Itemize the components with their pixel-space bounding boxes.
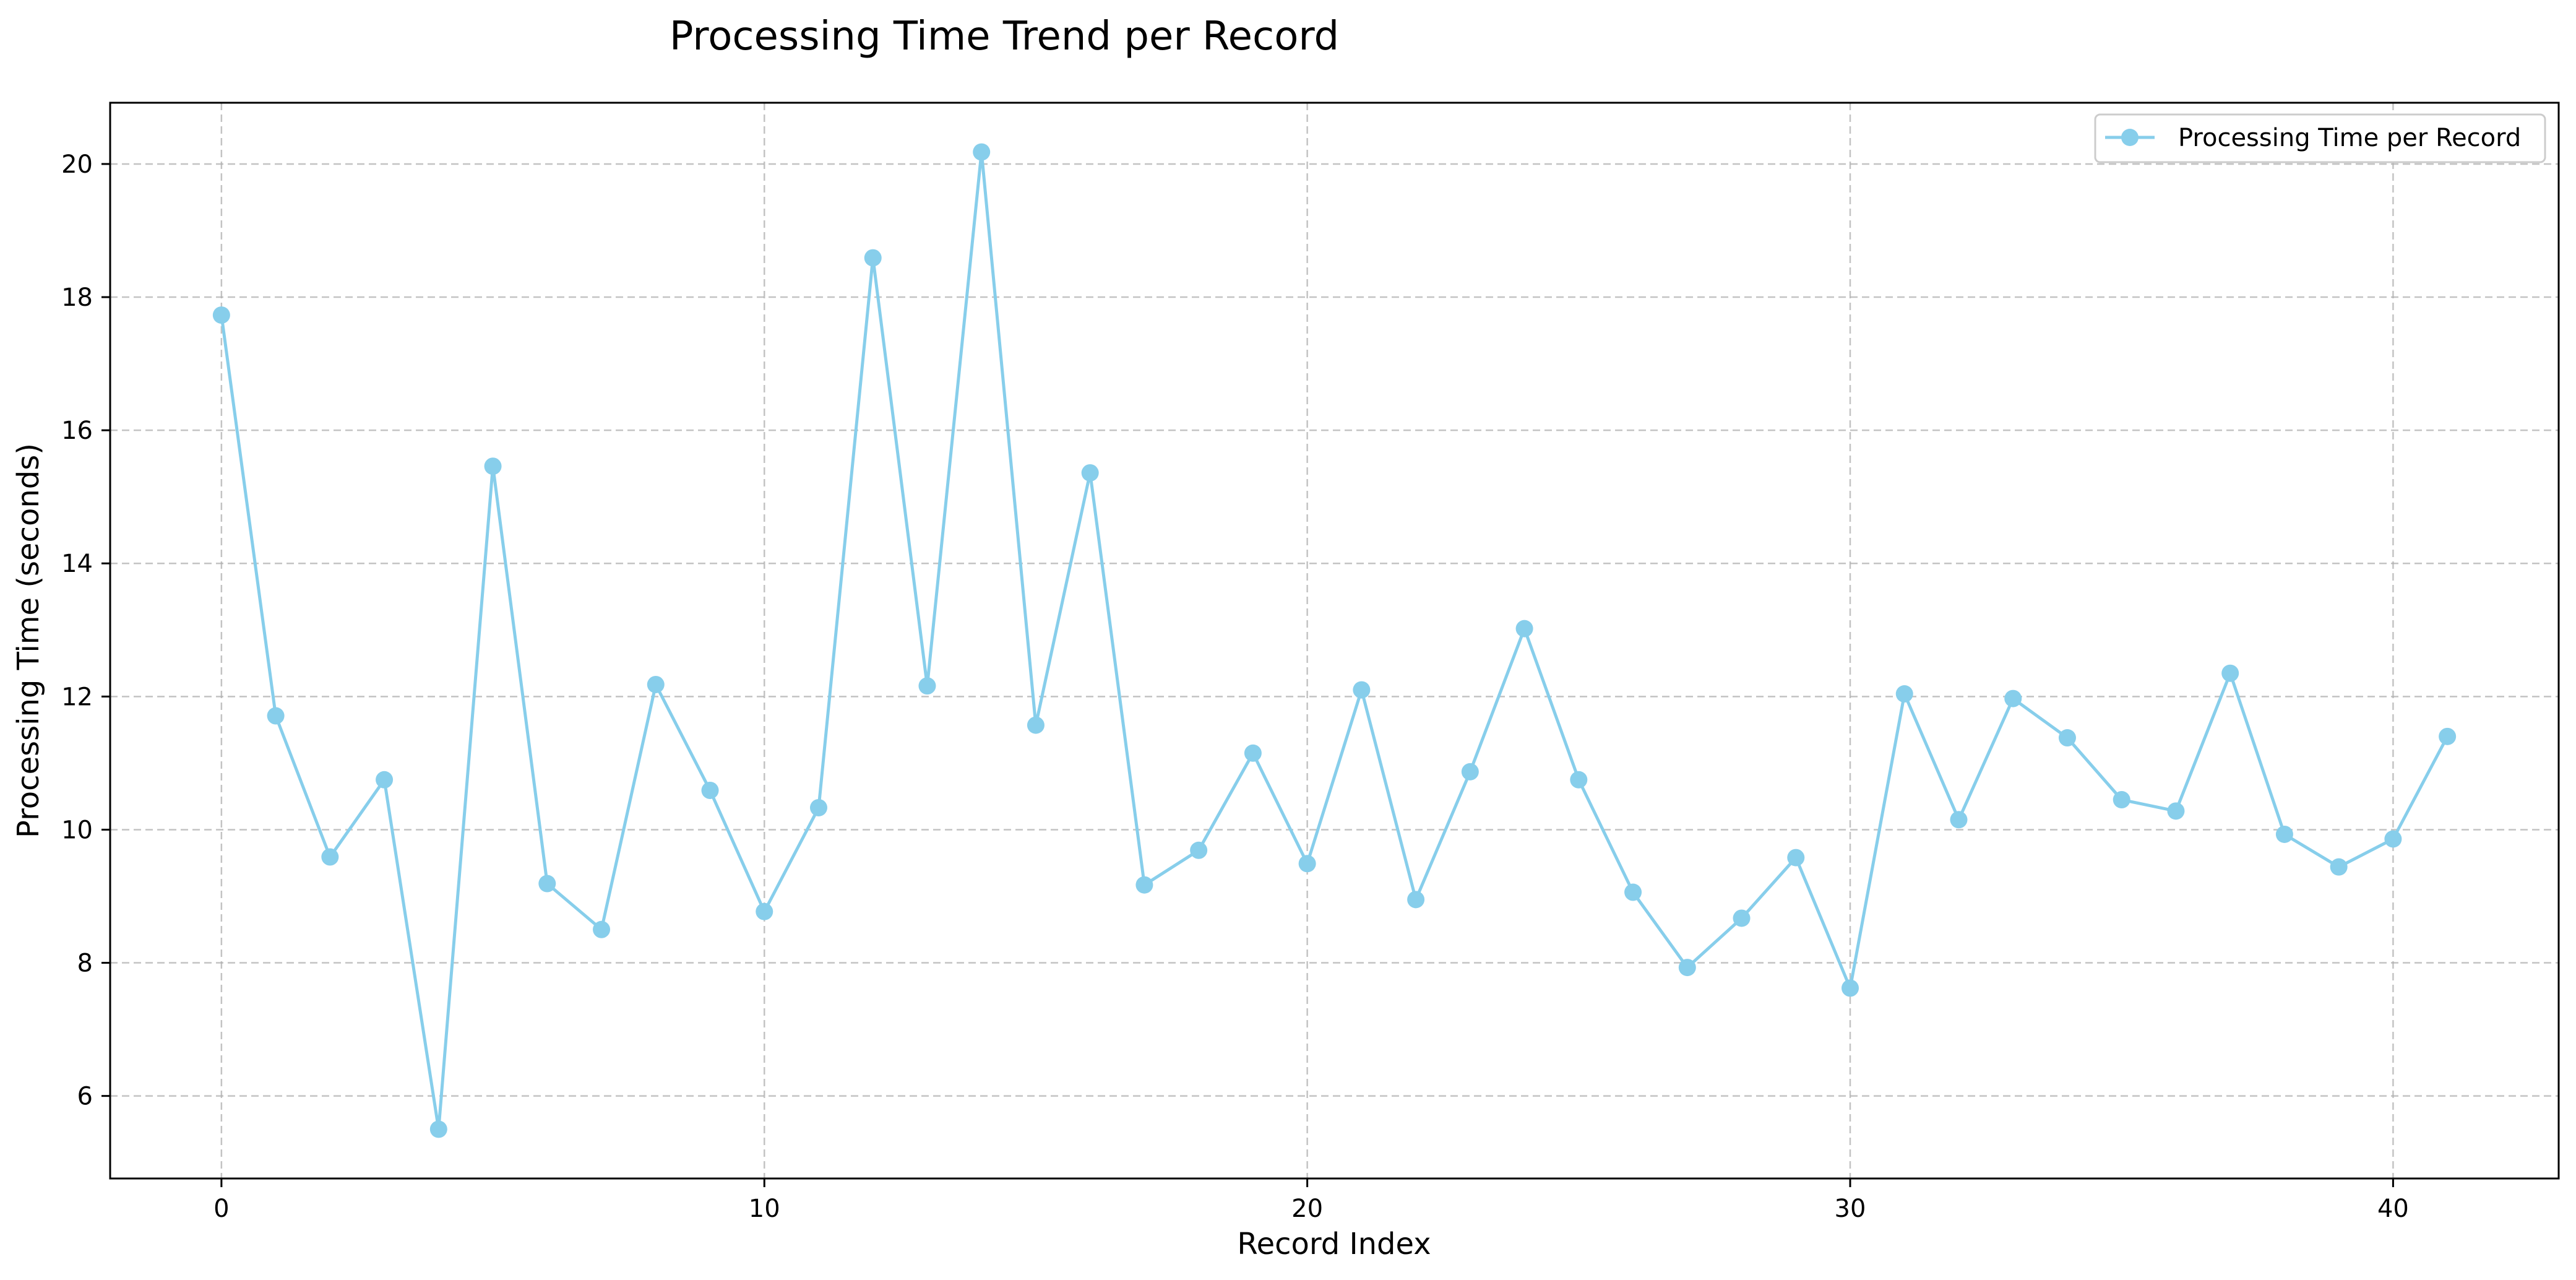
x-tick-label: 20 — [1291, 1195, 1323, 1223]
data-point — [1244, 744, 1262, 762]
x-tick-label: 30 — [1835, 1195, 1866, 1223]
plot-frame — [109, 102, 2560, 1180]
data-point — [2384, 830, 2402, 848]
legend-box — [2094, 113, 2546, 163]
data-point — [2113, 791, 2130, 809]
data-point — [593, 920, 611, 938]
data-point — [1353, 681, 1371, 699]
y-tick-label: 18 — [61, 283, 93, 312]
data-point — [918, 677, 936, 695]
legend: Processing Time per Record — [2094, 113, 2546, 163]
y-tick-label: 14 — [61, 550, 93, 578]
data-point — [1461, 763, 1479, 781]
data-point — [1027, 716, 1045, 734]
y-tick-label: 20 — [61, 150, 93, 179]
x-tick-label: 10 — [749, 1195, 780, 1223]
data-point — [756, 902, 773, 920]
data-point — [484, 457, 502, 475]
data-point — [429, 1120, 447, 1138]
y-tick-label: 16 — [61, 417, 93, 445]
chart-title: Processing Time Trend per Record — [670, 14, 1339, 59]
data-point — [1733, 909, 1751, 927]
data-points — [212, 143, 2457, 1138]
data-point — [1407, 891, 1425, 909]
data-point — [1842, 979, 1859, 997]
y-tick-label: 8 — [77, 949, 93, 978]
data-point — [1950, 811, 1968, 829]
y-axis-label: Processing Time (seconds) — [11, 443, 46, 838]
data-point — [1190, 841, 1208, 859]
data-point — [647, 675, 665, 693]
data-point — [2058, 729, 2076, 747]
grid-lines — [110, 103, 2559, 1178]
data-point — [321, 848, 339, 866]
data-point — [212, 306, 230, 324]
data-point — [1135, 876, 1153, 894]
data-point — [1787, 849, 1805, 867]
data-point — [2221, 664, 2239, 682]
y-tick-label: 6 — [77, 1083, 93, 1111]
data-point — [1678, 959, 1696, 977]
data-point — [809, 798, 827, 816]
legend-marker-swatch — [2121, 129, 2139, 146]
x-axis-label: Record Index — [1237, 1227, 1431, 1261]
y-axis-ticks: 6 8 10 12 14 16 18 20 — [61, 150, 110, 1111]
y-tick-label: 12 — [61, 683, 93, 711]
data-point — [1570, 771, 1588, 789]
data-point — [267, 707, 285, 725]
data-point — [701, 781, 719, 799]
y-tick-label: 10 — [61, 816, 93, 844]
data-point — [1081, 464, 1099, 482]
data-point — [2004, 690, 2022, 707]
series-line — [220, 150, 2449, 1131]
x-tick-label: 40 — [2377, 1195, 2409, 1223]
legend-label: Processing Time per Record — [2178, 124, 2521, 152]
data-point — [1515, 620, 1533, 638]
data-point — [973, 143, 991, 161]
data-point — [2167, 802, 2185, 820]
data-point — [2275, 825, 2293, 843]
data-point — [1298, 855, 1316, 873]
data-point — [2330, 858, 2348, 876]
data-point — [1895, 685, 1913, 703]
data-point — [864, 249, 882, 267]
data-point — [538, 875, 556, 893]
data-point — [2439, 727, 2457, 745]
data-point — [1624, 883, 1642, 901]
series-line-group — [220, 150, 2449, 1131]
x-axis-ticks: 0 10 20 30 40 — [213, 1178, 2409, 1223]
x-tick-label: 0 — [213, 1195, 229, 1223]
data-point — [376, 771, 394, 789]
